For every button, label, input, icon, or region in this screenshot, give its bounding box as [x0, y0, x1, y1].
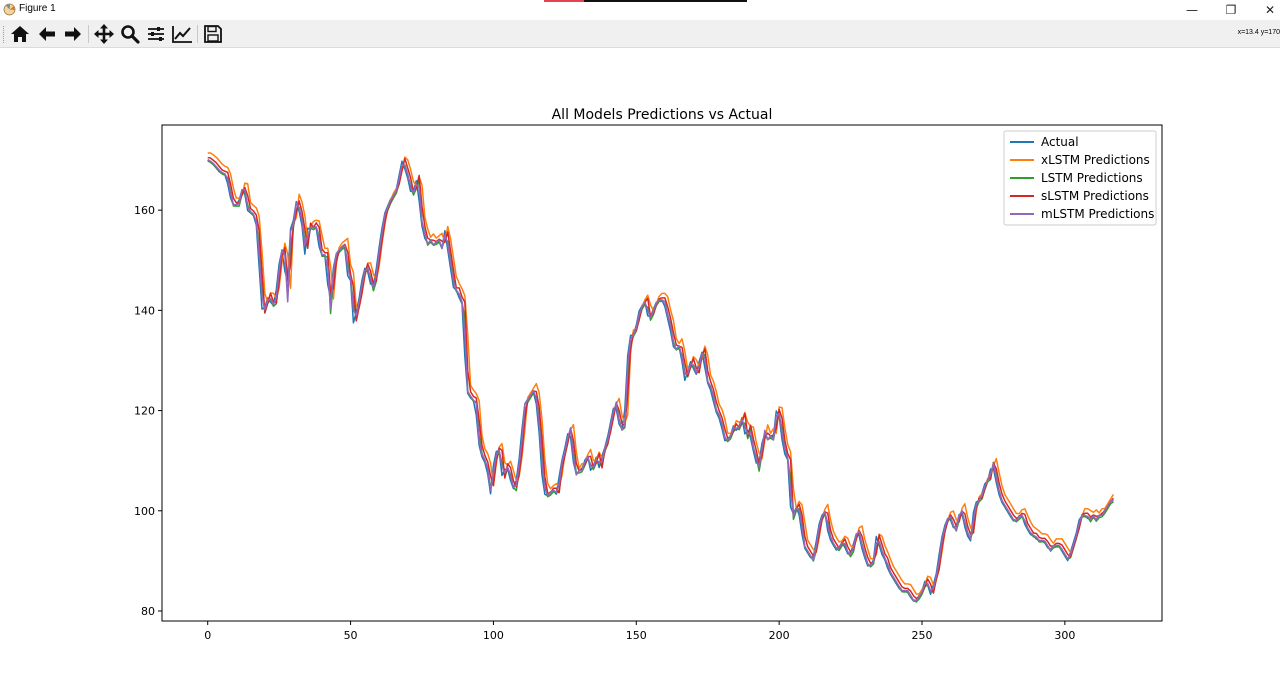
- y-tick-label: 120: [134, 405, 155, 418]
- figure-canvas[interactable]: All Models Predictions vs Actual 0 50 100 1…: [0, 48, 1280, 675]
- legend: Actual xLSTM Predictions LSTM Predictions s…: [1003, 130, 1157, 226]
- back-arrow-icon: [39, 27, 55, 41]
- legend-label: xLSTM Predictions: [1041, 153, 1150, 167]
- cursor-coordinates: x=13.4 y=170: [1237, 29, 1280, 36]
- home-icon: [11, 26, 29, 42]
- title-accent-bar: [544, 0, 747, 2]
- chart-title: All Models Predictions vs Actual: [552, 107, 773, 123]
- x-tick-label: 50: [344, 629, 358, 642]
- window-titlebar: Figure 1 — ❐ ✕: [0, 0, 1280, 20]
- minimize-button[interactable]: —: [1186, 3, 1198, 17]
- legend-label: sLSTM Predictions: [1041, 189, 1149, 203]
- close-button[interactable]: ✕: [1264, 3, 1276, 17]
- x-tick-label: 100: [483, 629, 504, 642]
- legend-label: mLSTM Predictions: [1041, 207, 1154, 221]
- save-button[interactable]: [202, 23, 224, 45]
- series-line-4: [207, 158, 1114, 602]
- forward-arrow-icon: [65, 27, 81, 41]
- x-tick-label: 150: [626, 629, 647, 642]
- back-button[interactable]: [36, 23, 58, 45]
- series-layer: [207, 152, 1115, 603]
- legend-label: Actual: [1041, 135, 1079, 149]
- edit-axis-button[interactable]: [171, 23, 193, 45]
- y-tick-label: 100: [134, 505, 155, 518]
- legend-box: [1003, 130, 1157, 226]
- x-tick-label: 300: [1054, 629, 1075, 642]
- window-title: Figure 1: [19, 3, 56, 14]
- navigation-toolbar: x=13.4 y=170: [0, 20, 1280, 48]
- legend-label: LSTM Predictions: [1041, 171, 1143, 185]
- matplotlib-app-icon: [3, 3, 16, 16]
- y-tick-label: 160: [134, 204, 155, 217]
- x-tick-label: 0: [204, 629, 211, 642]
- subplots-icon: [148, 27, 164, 41]
- pan-button[interactable]: [93, 23, 115, 45]
- forward-button[interactable]: [62, 23, 84, 45]
- y-axis: 80 100 120 140 160: [134, 204, 162, 618]
- series-line-2: [207, 160, 1114, 603]
- series-line-0: [207, 159, 1114, 602]
- series-line-1: [207, 152, 1115, 595]
- x-axis: 0 50 100 150 200 250 300: [204, 621, 1075, 642]
- toolbar-grip: [3, 26, 5, 43]
- y-tick-label: 140: [134, 304, 155, 317]
- subplots-button[interactable]: [145, 23, 167, 45]
- y-tick-label: 80: [141, 605, 155, 618]
- home-button[interactable]: [9, 23, 31, 45]
- toolbar-separator: [197, 25, 198, 43]
- title-accent-highlight: [544, 0, 584, 2]
- save-icon: [204, 25, 222, 43]
- plot-frame: [161, 124, 1163, 622]
- restore-button[interactable]: ❐: [1225, 3, 1237, 17]
- edit-axis-icon: [172, 26, 192, 43]
- zoom-icon: [121, 25, 140, 44]
- chart-svg[interactable]: All Models Predictions vs Actual 0 50 100 1…: [0, 48, 1280, 675]
- x-tick-label: 200: [769, 629, 790, 642]
- x-tick-label: 250: [912, 629, 933, 642]
- zoom-button[interactable]: [119, 23, 141, 45]
- series-line-3: [207, 156, 1115, 600]
- pan-icon: [94, 24, 114, 44]
- toolbar-separator: [88, 25, 89, 43]
